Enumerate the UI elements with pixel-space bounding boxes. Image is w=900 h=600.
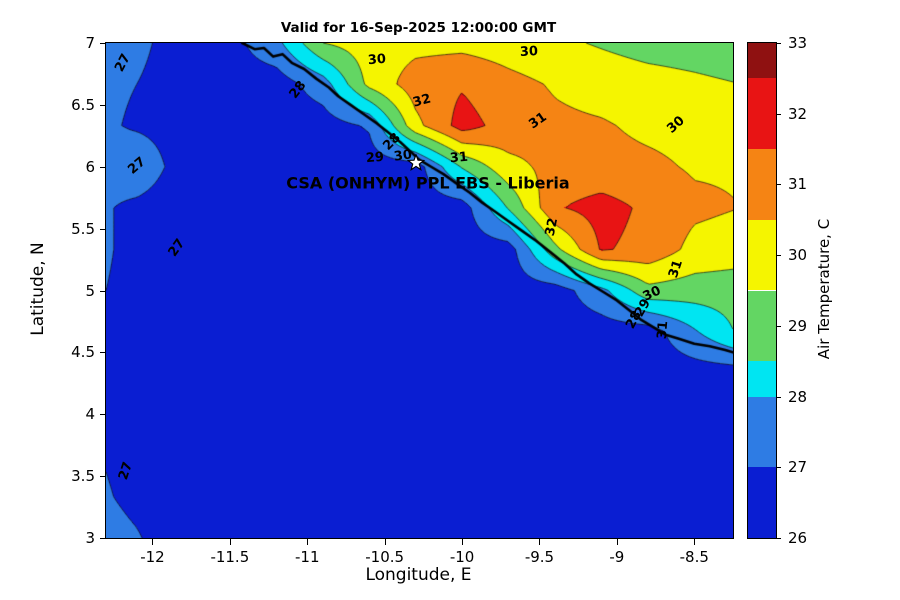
x-tick-mark <box>462 539 464 545</box>
x-tick-label: -8.5 <box>679 548 709 566</box>
y-axis-label: Latitude, N <box>28 242 48 336</box>
colorbar-tick-mark <box>776 538 781 539</box>
y-tick-label: 5.5 <box>71 219 95 238</box>
y-tick-label: 4 <box>85 405 95 424</box>
contour-map-canvas <box>106 43 733 538</box>
colorbar-tick-mark <box>776 396 781 398</box>
x-axis-label: Longitude, E <box>365 565 472 585</box>
colorbar-segment <box>748 290 776 362</box>
colorbar-tick-label: 30 <box>788 246 808 265</box>
contour-line-label: 30 <box>393 146 414 165</box>
colorbar-segment <box>748 149 776 220</box>
colorbar-tick-mark <box>776 255 781 257</box>
colorbar-tick-mark <box>776 184 781 186</box>
x-tick-label: -9 <box>609 548 625 566</box>
x-tick-label: -10 <box>449 548 475 566</box>
colorbar-segment <box>748 219 776 291</box>
colorbar-segment <box>748 361 776 397</box>
colorbar-title: Air Temperature, C <box>815 218 833 360</box>
y-tick-mark <box>100 290 106 292</box>
y-tick-label: 6.5 <box>71 95 95 114</box>
station-star-icon <box>406 154 425 171</box>
colorbar-segment <box>748 396 776 468</box>
x-tick-label: -10.5 <box>365 548 405 566</box>
contour-line-label: 29 <box>365 149 386 167</box>
x-tick-mark <box>152 539 154 545</box>
y-tick-mark <box>100 104 106 106</box>
x-tick-mark <box>229 539 231 545</box>
x-tick-mark <box>384 539 386 545</box>
y-tick-label: 3.5 <box>71 467 95 486</box>
colorbar: 26 27 28 29 30 31 32 33 <box>747 34 807 547</box>
contour-line-label: 31 <box>655 320 672 340</box>
colorbar-tick-mark <box>776 43 781 44</box>
x-tick-label: -9.5 <box>524 548 555 566</box>
y-tick-mark <box>100 476 106 478</box>
x-tick-mark <box>616 539 618 545</box>
colorbar-segment <box>748 78 776 150</box>
colorbar-tick-label: 33 <box>788 34 808 52</box>
colorbar-tick-label: 27 <box>788 458 808 477</box>
x-tick-label: -11 <box>295 548 320 566</box>
y-tick-mark <box>100 414 106 416</box>
plot-title: Valid for 16-Sep-2025 12:00:00 GMT <box>280 20 557 36</box>
colorbar-segment <box>748 43 776 79</box>
colorbar-tick-mark <box>776 467 781 469</box>
y-tick-mark <box>100 43 106 44</box>
annotation-label: CSA (ONHYM) PPL EBS - Liberia <box>286 173 570 193</box>
x-tick-mark <box>539 539 541 545</box>
y-tick-mark <box>100 352 106 354</box>
colorbar-tick-label: 28 <box>788 387 808 406</box>
y-tick-mark <box>100 538 106 539</box>
y-tick-mark <box>100 166 106 168</box>
y-tick-label: 5 <box>85 281 95 300</box>
colorbar-segment <box>748 467 776 538</box>
contour-line-label: 30 <box>519 43 539 60</box>
x-tick-mark <box>694 539 696 545</box>
y-tick-label: 4.5 <box>71 343 95 362</box>
colorbar-tick-label: 26 <box>788 529 808 547</box>
plot-area: CSA (ONHYM) PPL EBS - Liberia 27 27 27 27 28… <box>71 34 734 566</box>
y-tick-label: 7 <box>85 34 95 52</box>
colorbar-tick-mark <box>776 113 781 115</box>
colorbar-tick-label: 31 <box>788 175 808 194</box>
x-tick-label: -11.5 <box>210 548 250 566</box>
colorbar-tick-label: 29 <box>788 316 808 335</box>
x-tick-label: -12 <box>140 548 165 566</box>
colorbar-tick-mark <box>776 325 781 327</box>
x-tick-mark <box>307 539 309 545</box>
colorbar-tick-label: 32 <box>788 104 808 123</box>
contour-line-label: 30 <box>367 52 387 69</box>
contour-line-label: 31 <box>449 149 469 167</box>
y-tick-label: 3 <box>85 529 95 547</box>
y-tick-mark <box>100 228 106 230</box>
y-tick-label: 6 <box>85 157 95 176</box>
